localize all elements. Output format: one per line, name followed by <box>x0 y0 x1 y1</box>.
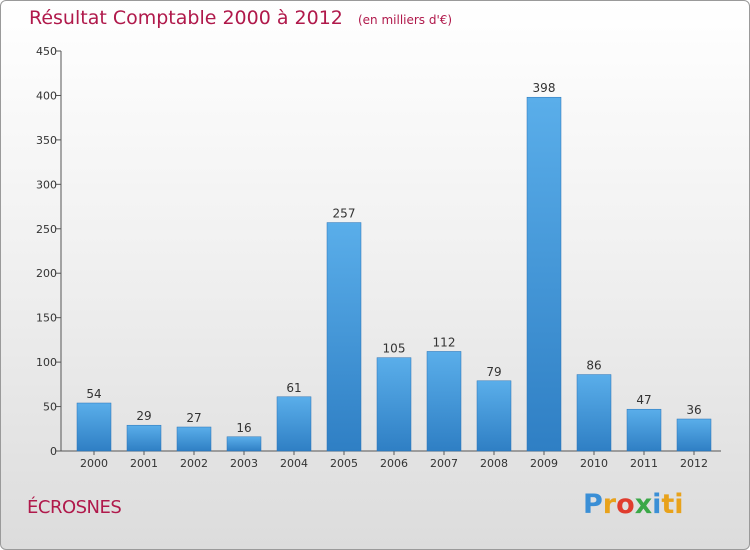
y-tick-label: 300 <box>36 178 57 191</box>
value-label: 36 <box>686 403 701 417</box>
bar-2010 <box>576 374 612 452</box>
value-label: 112 <box>433 335 456 349</box>
bar-2005 <box>326 222 362 452</box>
x-tick-label: 2005 <box>330 457 358 470</box>
logo-letter: o <box>616 489 635 520</box>
logo-letter: ti <box>661 489 684 520</box>
bar-2000 <box>76 402 112 452</box>
bar-2012 <box>676 418 712 452</box>
value-label: 54 <box>86 387 101 401</box>
x-tick-label: 2001 <box>130 457 158 470</box>
bar-2001 <box>126 424 162 452</box>
chart-title: Résultat Comptable 2000 à 2012 <box>29 7 343 29</box>
bar-2011 <box>626 408 662 452</box>
y-tick-label: 400 <box>36 89 57 102</box>
x-tick-label: 2010 <box>580 457 608 470</box>
bar-2008 <box>476 380 512 452</box>
y-tick-label: 350 <box>36 134 57 147</box>
y-tick-label: 0 <box>50 445 57 458</box>
logo-letter: r <box>602 489 617 520</box>
logo-letter: i <box>652 489 662 520</box>
bars: 54 29 27 16 61 257 105 112 79 398 86 47 36 <box>76 81 712 452</box>
x-tick-label: 2002 <box>180 457 208 470</box>
bar-2003 <box>226 436 262 452</box>
bar-2007 <box>426 351 462 452</box>
value-label: 105 <box>383 342 406 356</box>
y-tick-label: 200 <box>36 267 57 280</box>
value-label: 398 <box>533 81 556 95</box>
value-label: 47 <box>636 393 651 407</box>
y-tick-label: 150 <box>36 312 57 325</box>
bar-2006 <box>376 357 412 452</box>
logo-letter: P <box>583 489 603 520</box>
value-label: 16 <box>236 421 251 435</box>
y-tick-label: 450 <box>36 45 57 58</box>
title-row: Résultat Comptable 2000 à 2012 (en milli… <box>29 7 452 29</box>
bar-2004 <box>276 396 312 452</box>
x-tick-label: 2012 <box>680 457 708 470</box>
y-tick-label: 50 <box>43 401 57 414</box>
x-tick-label: 2003 <box>230 457 258 470</box>
commune-name: ÉCROSNES <box>27 497 122 518</box>
x-tick-label: 2011 <box>630 457 658 470</box>
x-tick-label: 2009 <box>530 457 558 470</box>
value-label: 29 <box>136 409 151 423</box>
value-label: 86 <box>586 359 601 373</box>
x-tick-label: 2007 <box>430 457 458 470</box>
value-label: 27 <box>186 411 201 425</box>
y-tick-label: 250 <box>36 223 57 236</box>
x-tick-label: 2000 <box>80 457 108 470</box>
chart-subtitle: (en milliers d'€) <box>357 13 453 27</box>
value-label: 79 <box>486 365 501 379</box>
logo-letter: x <box>634 489 653 520</box>
proxiti-logo: Proxiti <box>583 489 684 520</box>
x-tick-label: 2006 <box>380 457 408 470</box>
y-tick-label: 100 <box>36 356 57 369</box>
value-label: 61 <box>286 381 301 395</box>
value-label: 257 <box>333 207 356 221</box>
bar-2002 <box>176 426 212 452</box>
bar-2009 <box>526 96 562 452</box>
x-tick-label: 2004 <box>280 457 308 470</box>
x-tick-label: 2008 <box>480 457 508 470</box>
